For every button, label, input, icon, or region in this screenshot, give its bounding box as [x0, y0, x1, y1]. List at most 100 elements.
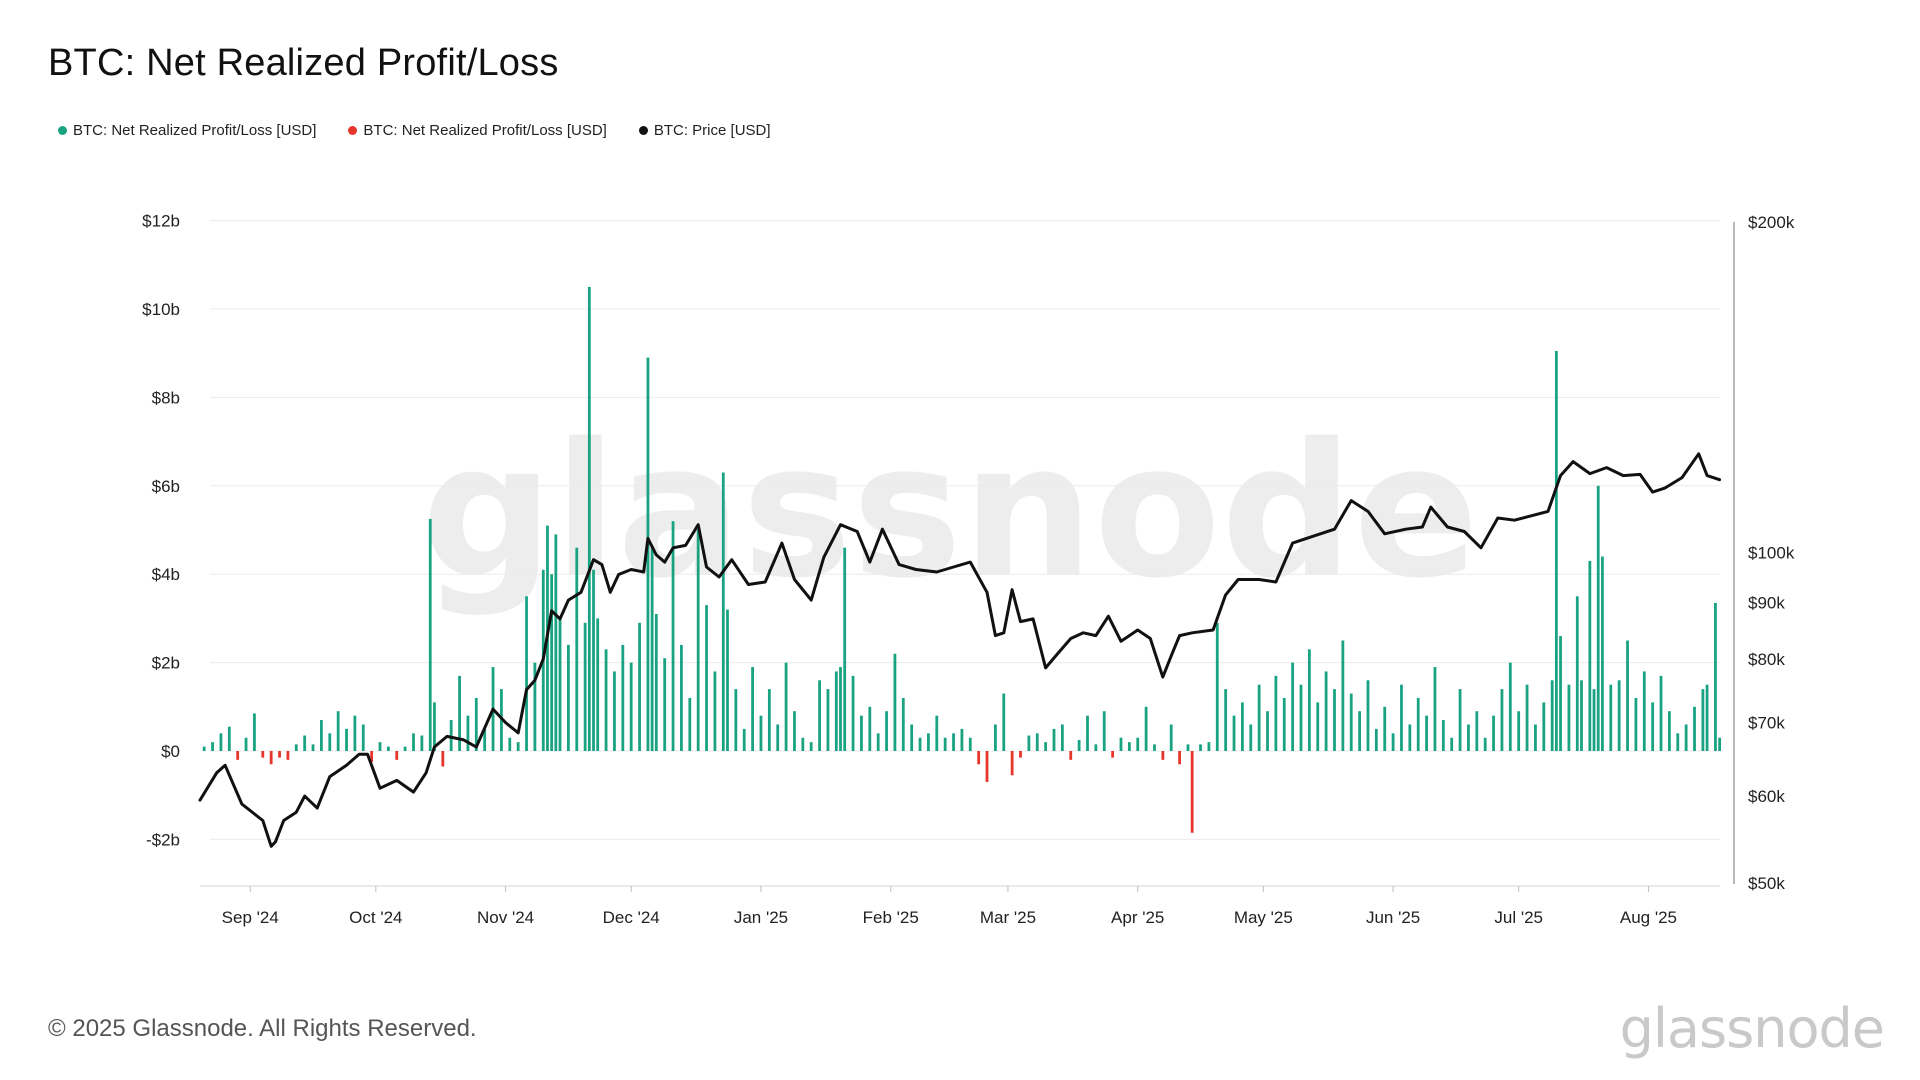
profit-bar — [1441, 720, 1445, 751]
x-tick-label: Nov '24 — [477, 908, 534, 927]
profit-bar — [705, 605, 708, 751]
profit-bar — [1458, 689, 1462, 751]
x-tick-label: Jul '25 — [1494, 908, 1543, 927]
profit-bar — [1119, 737, 1123, 751]
profit-bar — [1153, 744, 1156, 751]
profit-bar — [968, 737, 972, 751]
legend-item-loss[interactable]: BTC: Net Realized Profit/Loss [USD] — [348, 122, 607, 139]
legend-dot-profit — [58, 126, 67, 135]
x-tick-label: Mar '25 — [980, 908, 1036, 927]
loss-bar — [977, 751, 981, 765]
profit-bar — [1517, 711, 1521, 751]
profit-bar — [558, 618, 562, 751]
profit-bar — [1274, 675, 1278, 751]
profit-bar — [1035, 733, 1039, 751]
profit-bar — [378, 742, 382, 751]
profit-bar — [943, 737, 947, 751]
x-tick-label: Apr '25 — [1111, 908, 1164, 927]
profit-bar — [311, 744, 315, 751]
loss-bar — [1111, 751, 1115, 758]
profit-bar — [638, 622, 641, 751]
profit-bar — [1705, 684, 1709, 751]
legend-dot-price — [638, 126, 648, 135]
legend-label-profit: BTC: Net Realized Profit/Loss [USD] — [73, 122, 317, 139]
profit-bar — [587, 286, 591, 751]
profit-bar — [734, 689, 738, 751]
profit-bar — [1257, 684, 1261, 751]
left-axis: $12b $10b $8b $6b $4b $2b $0 -$2b — [142, 212, 180, 850]
profit-bar — [1592, 689, 1596, 751]
profit-bar — [1483, 737, 1487, 751]
left-tick-label: $2b — [152, 654, 180, 673]
legend-label-loss: BTC: Net Realized Profit/Loss [USD] — [363, 122, 607, 139]
profit-bar — [851, 675, 855, 751]
profit-bar — [680, 644, 683, 751]
profit-bar — [1408, 724, 1412, 751]
profit-bar — [1215, 622, 1219, 751]
profit-bar — [244, 737, 248, 751]
legend-item-price[interactable]: BTC: Price [USD] — [638, 122, 771, 139]
profit-bar — [353, 715, 357, 751]
profit-bar — [211, 742, 214, 751]
profit-bar — [583, 622, 587, 751]
profit-bar — [345, 728, 348, 751]
profit-bar — [1534, 724, 1537, 751]
profit-bar — [1659, 675, 1663, 751]
profit-bar — [646, 357, 650, 751]
left-tick-label: $10b — [142, 300, 180, 319]
profit-bar — [1634, 697, 1638, 751]
profit-bar — [1374, 728, 1378, 751]
left-tick-label: $8b — [152, 388, 180, 407]
profit-bar — [1575, 596, 1579, 751]
profit-bar — [654, 613, 658, 751]
profit-bar — [449, 720, 453, 751]
profit-bar — [1601, 556, 1604, 751]
profit-bar — [525, 596, 528, 751]
profit-bar — [474, 697, 478, 751]
left-tick-label: -$2b — [146, 830, 180, 849]
x-tick-label: Sep '24 — [222, 908, 279, 927]
profit-bar — [826, 689, 830, 751]
profit-bar — [1651, 702, 1655, 751]
profit-bar — [1667, 711, 1671, 751]
profit-bar — [458, 675, 461, 751]
profit-bar — [613, 671, 616, 751]
profit-bar — [927, 733, 930, 751]
profit-bar — [629, 662, 633, 751]
legend-dot-loss — [348, 126, 358, 135]
profit-bar — [1333, 689, 1336, 751]
legend-item-profit[interactable]: BTC: Net Realized Profit/Loss [USD] — [58, 122, 316, 139]
profit-bar — [508, 737, 512, 751]
profit-bar — [784, 662, 788, 751]
chart-title: BTC: Net Realized Profit/Loss — [48, 42, 559, 84]
profit-bar — [412, 733, 415, 751]
right-tick-label: $200k — [1748, 213, 1795, 232]
profit-bar — [1567, 684, 1571, 751]
profit-bar — [868, 706, 872, 751]
profit-bar — [726, 609, 729, 751]
profit-bar — [1475, 711, 1479, 751]
x-tick-label: Oct '24 — [349, 908, 402, 927]
x-tick-label: May '25 — [1234, 908, 1293, 927]
right-tick-label: $80k — [1748, 650, 1785, 669]
profit-bar — [935, 715, 939, 751]
profit-bar — [663, 658, 667, 751]
profit-bar — [1358, 711, 1362, 751]
loss-bar — [395, 751, 399, 760]
profit-bar — [1044, 742, 1048, 751]
profit-bar — [386, 746, 390, 751]
profit-bar — [993, 724, 997, 751]
profit-bar — [1169, 724, 1173, 751]
right-tick-label: $100k — [1748, 544, 1795, 563]
profit-bar — [1492, 715, 1495, 751]
profit-bar — [1701, 689, 1705, 751]
profit-bar — [688, 697, 692, 751]
profit-bar — [1207, 742, 1211, 751]
profit-bar — [294, 744, 298, 751]
loss-bar — [286, 751, 290, 760]
profit-bar — [1127, 742, 1131, 751]
profit-bar — [303, 735, 307, 751]
price-line-series — [198, 452, 1722, 848]
profit-bar — [742, 728, 746, 751]
